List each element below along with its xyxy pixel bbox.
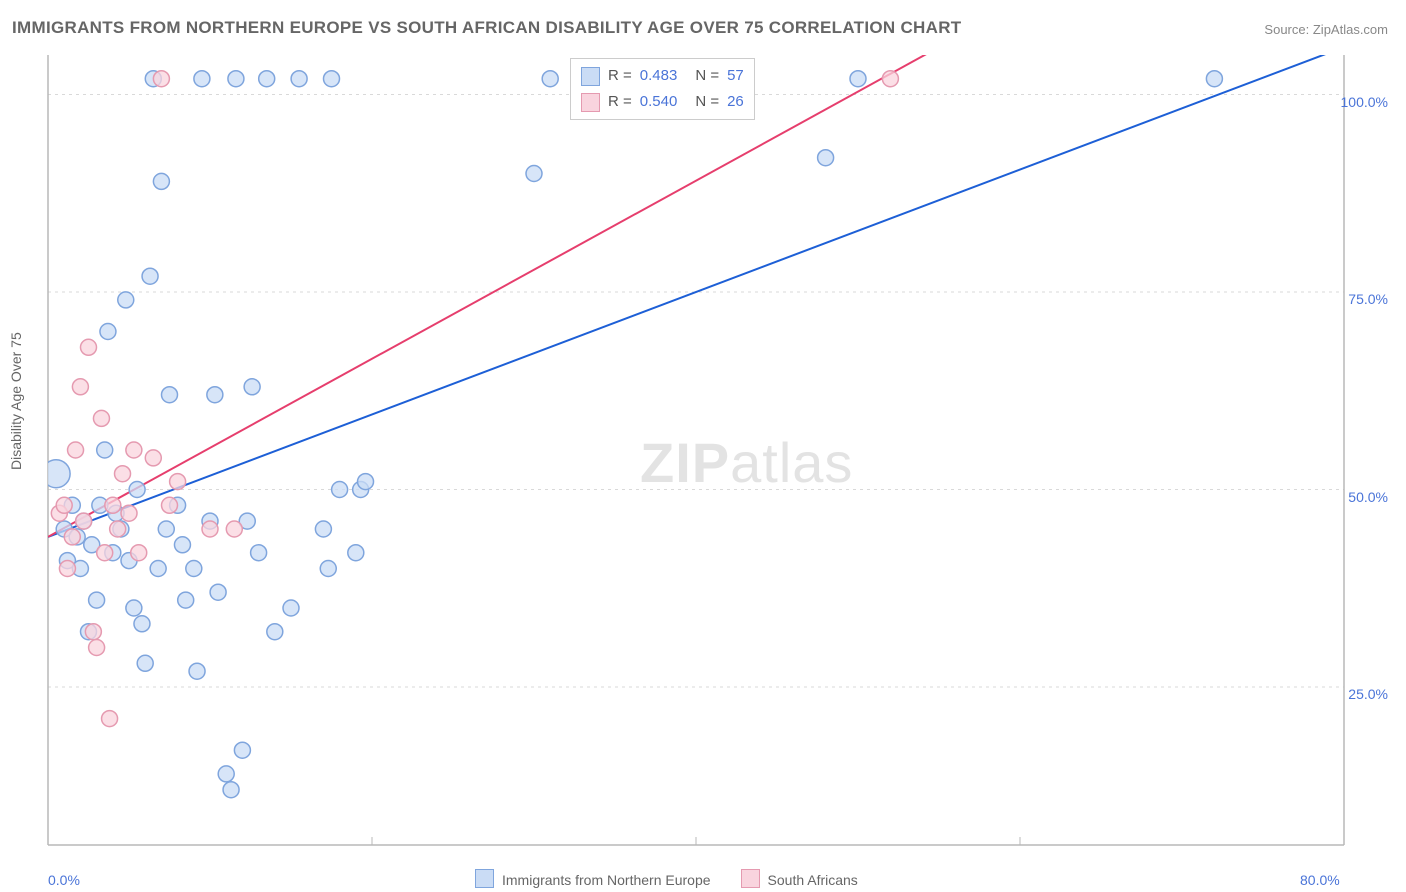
y-tick-label: 75.0% [1348,291,1388,307]
y-tick-label: 25.0% [1348,686,1388,702]
legend-item[interactable]: South Africans [741,869,858,888]
x-tick-label: 80.0% [1300,872,1340,888]
chart-container: IMMIGRANTS FROM NORTHERN EUROPE VS SOUTH… [0,0,1406,892]
y-tick-label: 100.0% [1341,94,1388,110]
stats-row: R =0.483N =57 [581,63,744,89]
series-legend: Immigrants from Northern Europe South Afr… [475,869,858,888]
correlation-stats-box: R =0.483N =57R =0.540N =26 [570,58,755,120]
stats-row: R =0.540N =26 [581,89,744,115]
scatter-plot [0,0,1406,892]
y-tick-label: 50.0% [1348,489,1388,505]
x-tick-label: 0.0% [48,872,80,888]
legend-item[interactable]: Immigrants from Northern Europe [475,869,711,888]
